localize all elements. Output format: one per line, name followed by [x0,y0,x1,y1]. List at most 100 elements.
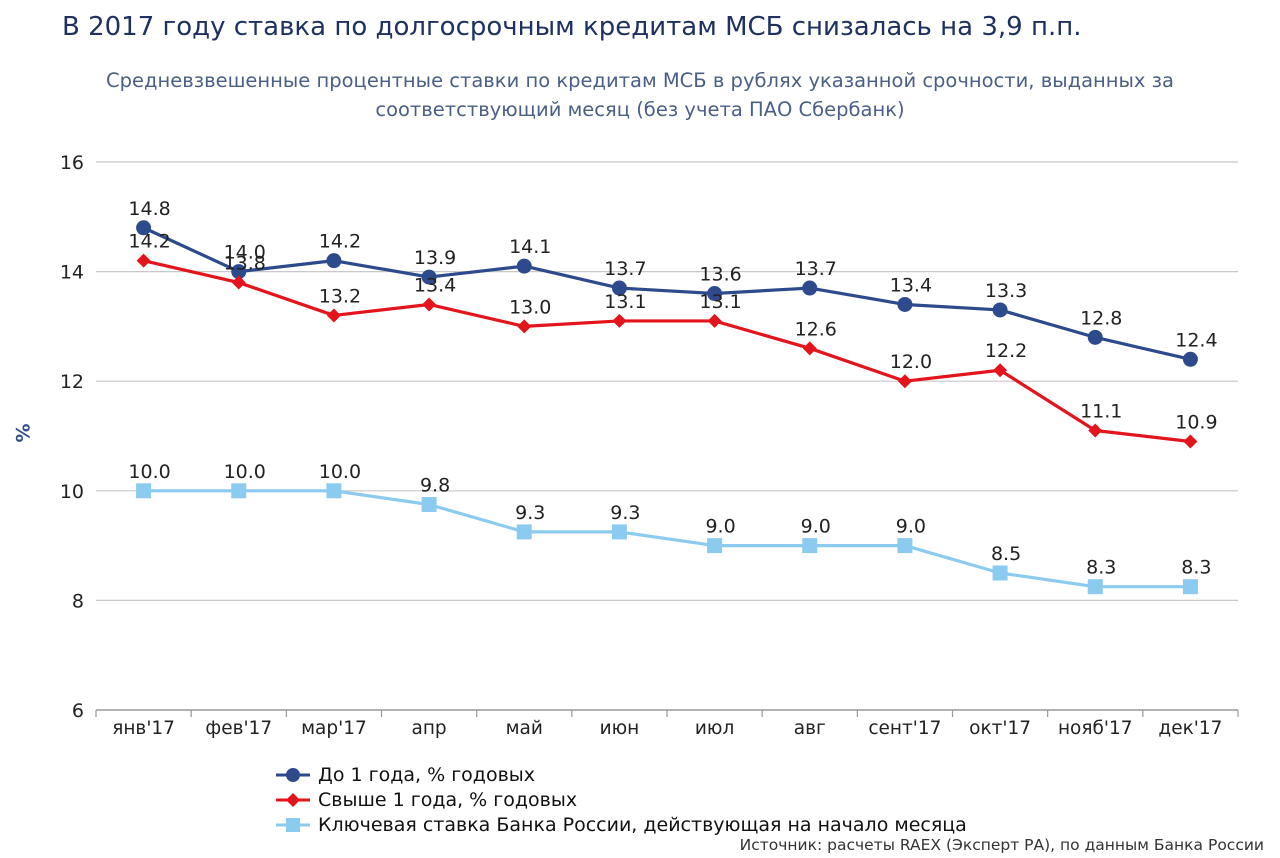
data-label: 13.7 [604,258,646,280]
legend: До 1 года, % годовых Свыше 1 года, % год… [276,762,967,837]
data-point-diamond [993,363,1008,378]
data-label: 10.0 [319,461,361,483]
data-label: 12.0 [890,351,932,373]
legend-label-key-rate: Ключевая ставка Банка России, действующа… [318,813,967,836]
data-label: 9.8 [420,475,450,497]
data-point-square [992,565,1008,581]
data-label: 10.0 [224,461,266,483]
chart-title: В 2017 году ставка по долгосрочным креди… [62,12,1082,42]
x-tick-label: сент'17 [868,718,941,739]
data-label: 8.3 [1086,557,1116,579]
x-tick-label: мар'17 [301,718,367,739]
data-label: 10.0 [128,461,170,483]
data-label: 13.8 [224,253,266,275]
y-tick-label: 8 [72,590,84,612]
x-tick-label: фев'17 [205,718,272,739]
data-point-circle [1087,329,1103,345]
data-label: 13.0 [509,296,551,318]
legend-marker-diamond [276,792,310,807]
x-tick-label: янв'17 [112,718,175,739]
data-point-circle [326,253,342,269]
data-point-square [1182,579,1198,595]
data-label: 12.4 [1175,329,1217,351]
data-point-diamond [612,313,627,328]
data-label: 9.0 [896,516,926,538]
data-label: 8.3 [1181,557,1211,579]
data-label: 12.8 [1080,307,1122,329]
data-label: 9.3 [515,502,545,524]
legend-marker-circle [276,767,310,782]
y-tick-label: 16 [60,152,84,174]
legend-label-short-term: До 1 года, % годовых [318,763,536,786]
data-point-circle [1182,351,1198,367]
data-label: 9.0 [801,516,831,538]
x-tick-label: май [506,718,543,739]
legend-marker-square [276,817,310,832]
data-label: 14.8 [128,198,170,220]
x-tick-label: дек'17 [1158,718,1222,739]
data-point-circle [802,280,818,296]
data-point-square [1087,579,1103,595]
data-point-circle [421,269,437,285]
data-label: 13.3 [985,280,1027,302]
data-point-diamond [1088,423,1103,438]
y-tick-label: 14 [60,262,84,284]
data-point-square [136,483,152,499]
series-line-circle [142,226,1191,361]
data-label: 11.1 [1080,401,1122,423]
data-point-diamond [517,319,532,334]
data-label: 13.2 [319,285,361,307]
data-label: 14.0 [224,242,266,264]
data-point-square [231,483,247,499]
data-label: 9.0 [705,516,735,538]
data-label: 13.9 [414,247,456,269]
data-point-circle [611,280,627,296]
y-tick-label: 12 [60,371,84,393]
data-point-square [897,538,913,554]
y-tick-label: 6 [72,700,84,722]
data-point-diamond [1183,434,1198,449]
data-point-square [326,483,342,499]
data-label: 13.1 [604,291,646,313]
x-tick-label: апр [411,718,446,739]
data-point-diamond [707,313,722,328]
x-tick-label: июн [600,718,640,739]
x-tick-label: нояб'17 [1058,718,1133,739]
data-label: 13.6 [699,264,741,286]
x-tick-label: авг [794,718,826,739]
data-point-diamond [802,341,817,356]
data-point-diamond [326,308,341,323]
data-label: 13.1 [699,291,741,313]
data-label: 14.1 [509,236,551,258]
y-axis-label: % [12,423,35,443]
data-point-circle [231,264,247,280]
data-point-square [611,524,627,540]
data-point-circle [516,258,532,274]
data-point-diamond [897,374,912,389]
data-label: 8.5 [991,543,1021,565]
data-label: 13.4 [414,274,456,296]
data-label: 12.2 [985,340,1027,362]
y-tick-label: 10 [60,481,84,503]
data-label: 14.2 [128,231,170,253]
subtitle-line-1: Средневзвешенные процентные ставки по кр… [106,69,1174,92]
data-label: 13.7 [795,258,837,280]
legend-item-key-rate: Ключевая ставка Банка России, действующа… [276,812,967,837]
legend-item-short-term: До 1 года, % годовых [276,762,967,787]
legend-label-long-term: Свыше 1 года, % годовых [318,788,578,811]
data-point-square [421,497,437,512]
data-label: 9.3 [610,502,640,524]
data-point-diamond [231,275,246,290]
data-label: 12.6 [795,318,837,340]
source-note: Источник: расчеты RAEX (Эксперт РА), по … [739,836,1264,854]
data-label: 14.2 [319,231,361,253]
series-line-square [143,489,1191,589]
x-tick-label: окт'17 [969,718,1031,739]
data-point-square [707,538,723,554]
data-point-circle [707,286,723,302]
subtitle-line-2: соответствующий месяц (без учета ПАО Сбе… [375,98,905,121]
data-label: 13.4 [890,274,932,296]
data-point-circle [897,296,913,312]
data-point-square [802,538,818,554]
